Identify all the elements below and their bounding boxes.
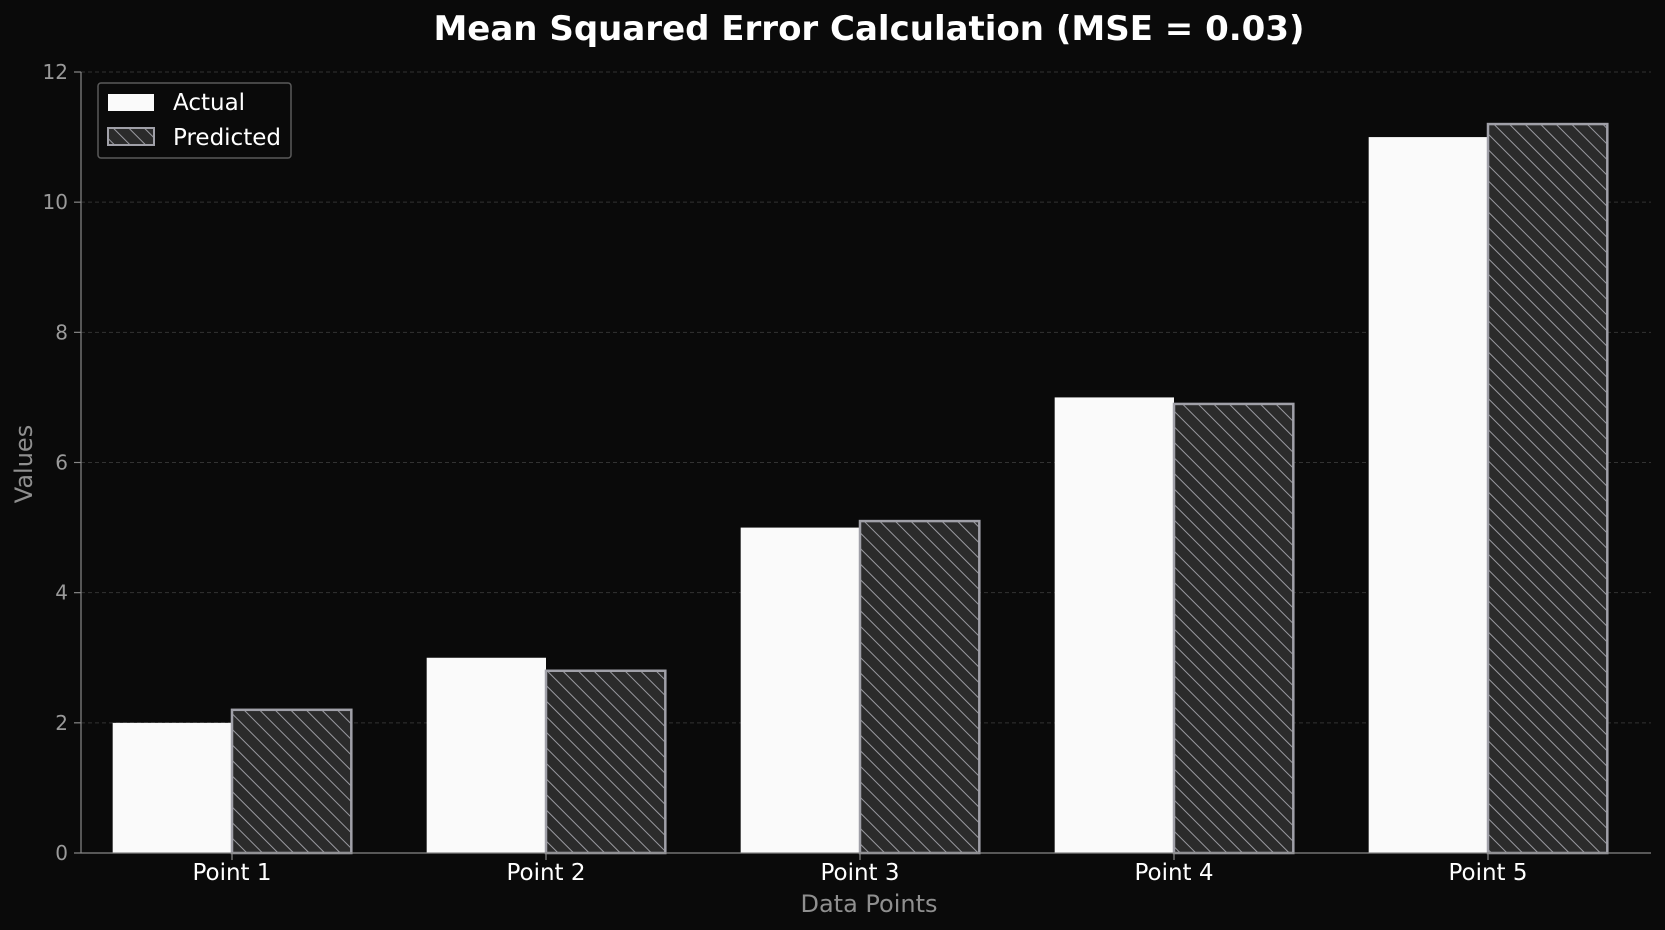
x-axis-label: Data Points (800, 890, 937, 918)
bars (112, 122, 1609, 855)
legend-label-predicted: Predicted (173, 125, 281, 151)
legend-swatch-actual (108, 94, 154, 111)
y-tick-label: 12 (43, 60, 68, 84)
y-tick-label: 10 (43, 190, 68, 214)
bar-actual (1054, 397, 1174, 853)
x-tick-label: Point 4 (1134, 860, 1213, 886)
bar-actual (1368, 137, 1488, 854)
bar-predicted (858, 519, 981, 855)
legend: Actual Predicted (97, 82, 292, 159)
bar-actual (426, 657, 546, 853)
y-tick-label: 0 (55, 841, 68, 865)
y-tick-label: 2 (55, 711, 68, 735)
bar-actual (112, 722, 232, 853)
y-tick-label: 4 (55, 581, 68, 605)
bar-predicted (1486, 122, 1609, 855)
x-tick-label: Point 3 (820, 860, 899, 886)
bar-predicted (544, 669, 667, 855)
chart-title: Mean Squared Error Calculation (MSE = 0.… (433, 9, 1304, 49)
bar-predicted (1172, 402, 1295, 855)
x-tick-label: Point 2 (506, 860, 585, 886)
bar-predicted (230, 708, 353, 855)
y-tick-label: 6 (55, 451, 68, 475)
x-tick-label: Point 1 (192, 860, 271, 886)
bar-actual (740, 527, 860, 853)
legend-label-actual: Actual (173, 90, 245, 116)
x-tick-label: Point 5 (1448, 860, 1527, 886)
y-axis-label: Values (10, 425, 38, 503)
legend-swatch-predicted (107, 127, 155, 146)
axes: 0 2 4 6 8 10 12 Point 1 Point 2 Point 3 Point 4 Poi… (43, 60, 1651, 886)
y-tick-label: 8 (55, 320, 68, 344)
